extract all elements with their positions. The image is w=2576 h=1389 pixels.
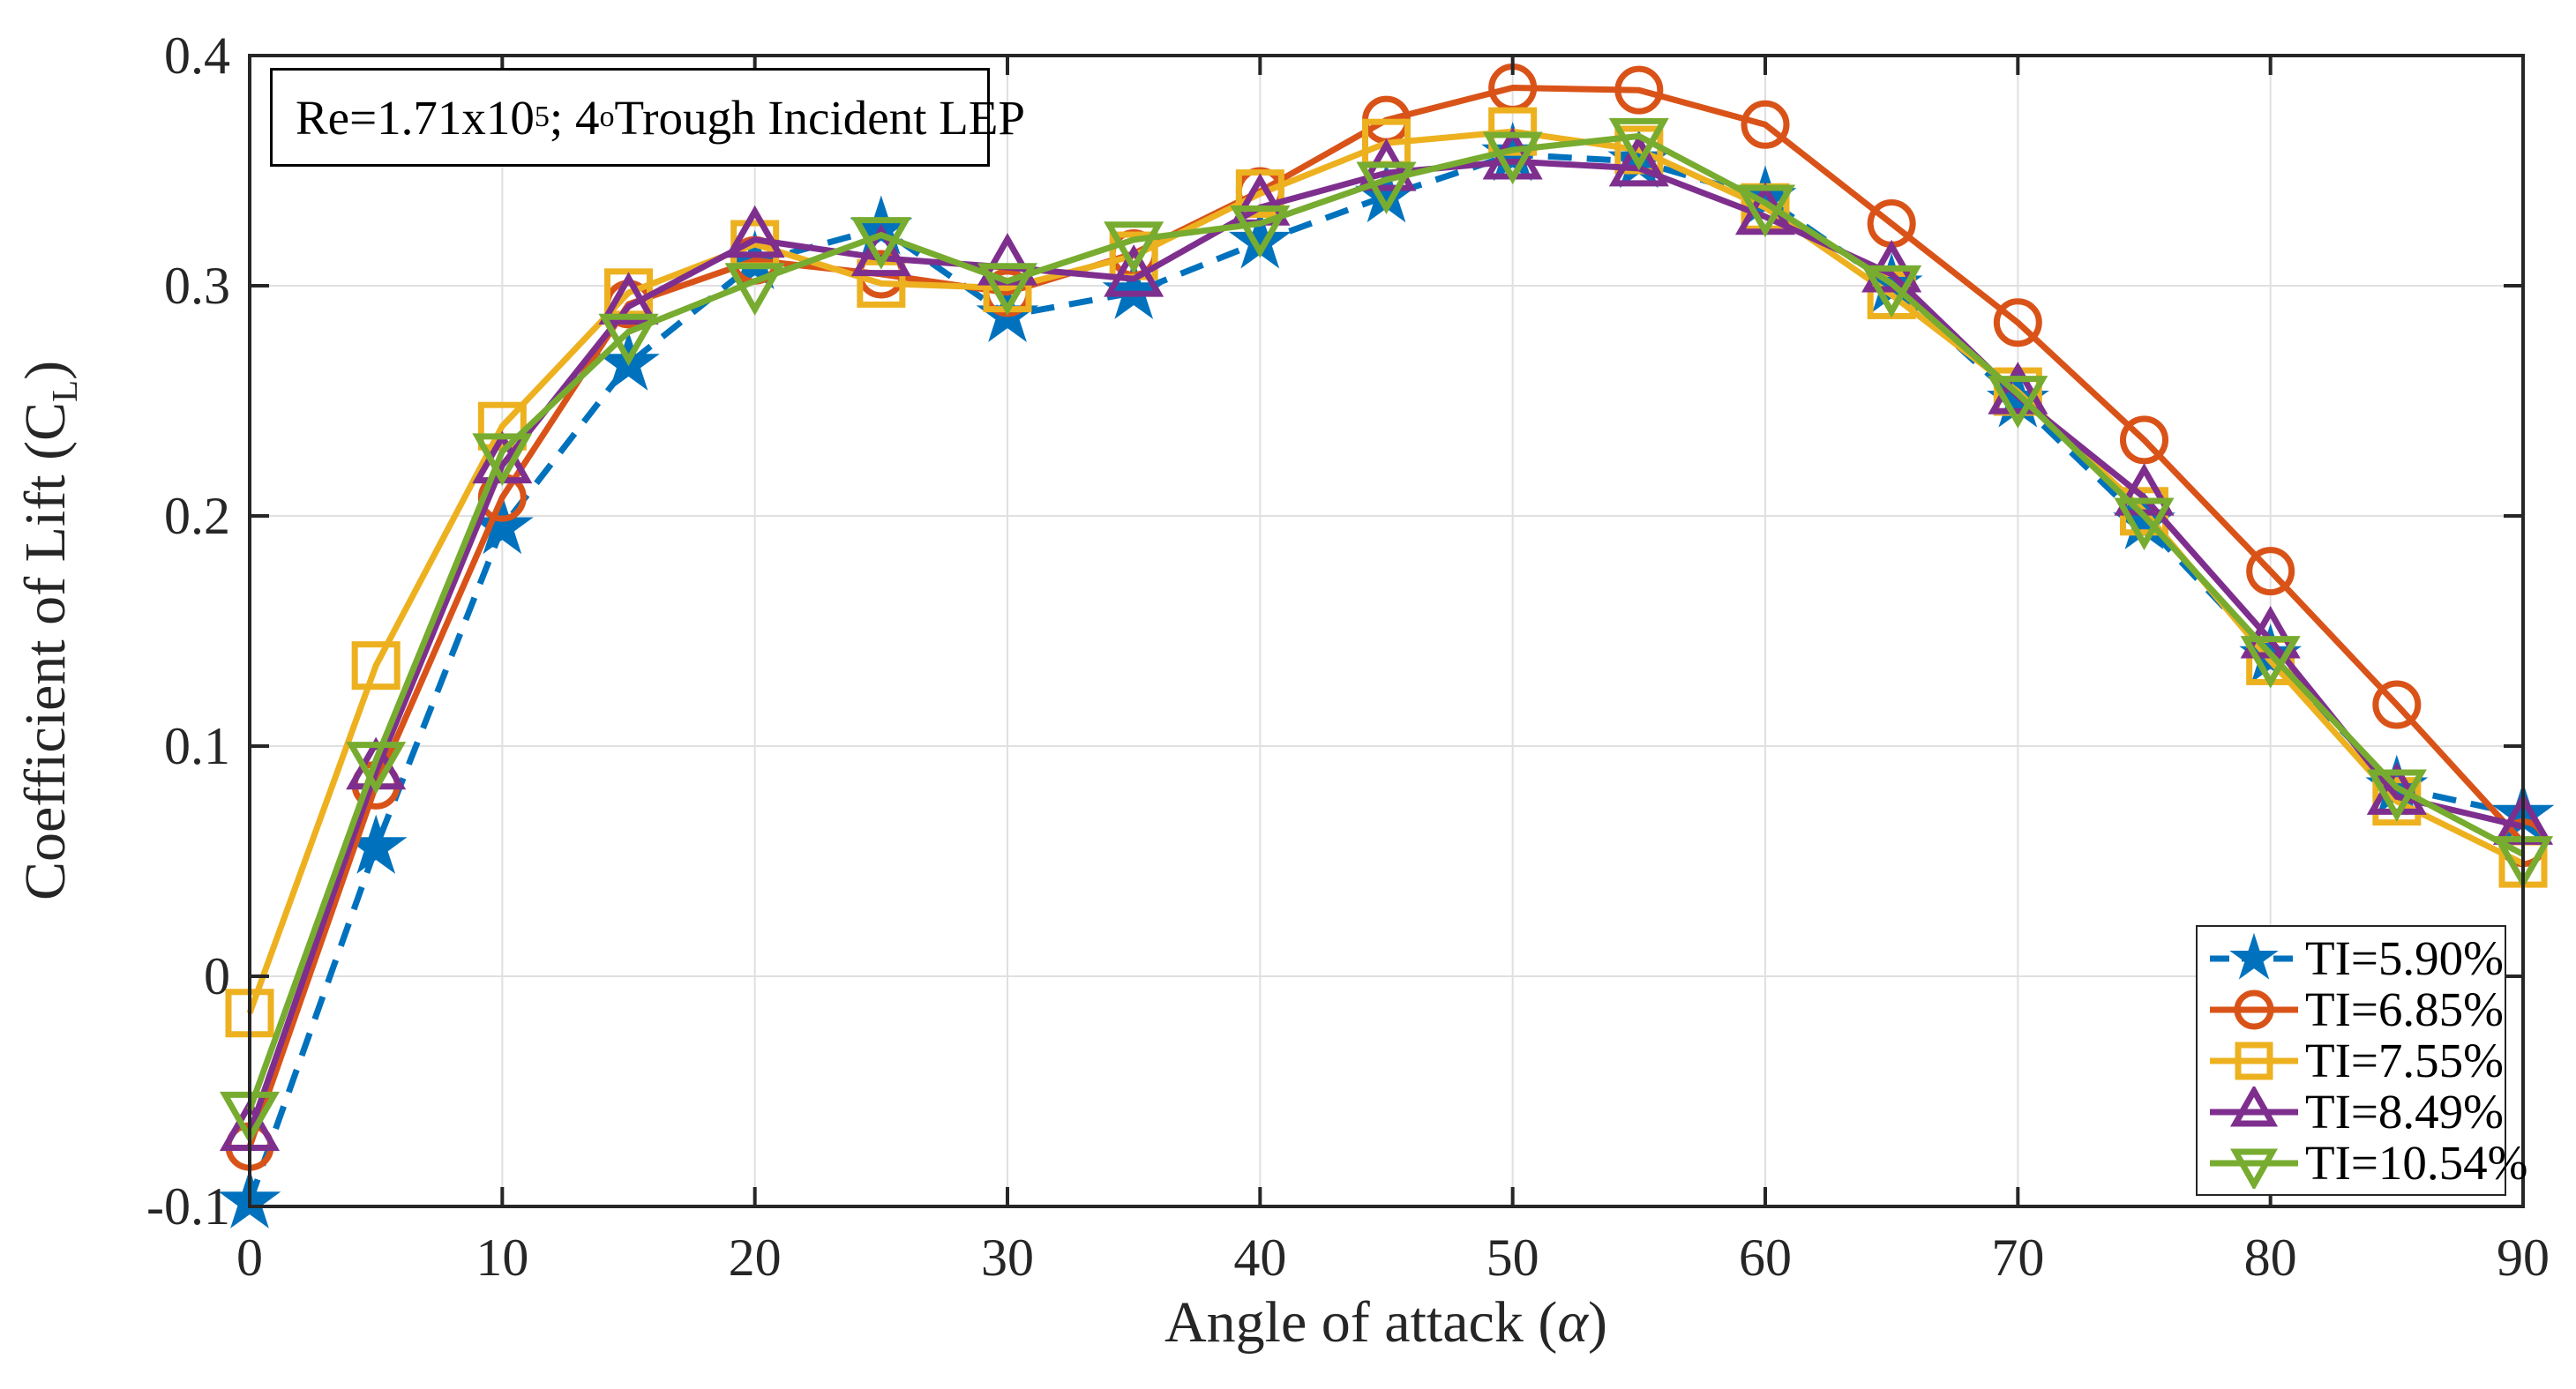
legend-marker-sample — [2210, 1086, 2298, 1126]
y-axis-label-close: ) — [13, 360, 78, 380]
legend-circle-marker — [2234, 989, 2274, 1029]
legend-marker-sample — [2210, 932, 2298, 980]
annotation-text-mid: ; 4 — [549, 90, 600, 145]
triangle-down-marker — [724, 263, 785, 316]
y-axis-label: Coefficient of Lift (CL) — [12, 360, 85, 901]
circle-marker — [2246, 547, 2295, 596]
series-line — [246, 132, 2525, 1111]
legend-marker-sample — [2210, 989, 2298, 1029]
series-line — [246, 151, 2524, 1203]
y-tick-label: -0.1 — [146, 1177, 230, 1236]
legend-triangle-up-marker — [2229, 1086, 2279, 1126]
y-tick-label: 0.3 — [164, 257, 230, 315]
x-tick-label: 60 — [1739, 1228, 1792, 1287]
legend-triangle-down-marker — [2229, 1148, 2279, 1189]
x-tick-label: 10 — [476, 1228, 528, 1287]
triangle-down-marker — [1104, 221, 1164, 274]
x-tick-label: 80 — [2244, 1228, 2297, 1287]
triangle-down-marker — [346, 742, 407, 795]
triangle-down-marker — [472, 433, 533, 486]
legend-label: TI=8.49% — [2305, 1085, 2504, 1139]
annotation-text-post: Trough Incident LEP — [614, 90, 1025, 145]
x-axis-label: Angle of attack (α) — [1033, 1289, 1739, 1356]
circle-marker — [2120, 415, 2168, 465]
series-line — [246, 158, 2524, 1134]
triangle-up-marker — [1608, 133, 1669, 187]
series-line — [246, 128, 2525, 1014]
legend-star-marker — [2229, 932, 2279, 980]
legend-item-TI=7.55%: TI=7.55% — [2208, 1034, 2505, 1087]
triangle-down-marker — [2114, 497, 2175, 551]
triangle-down-marker — [1988, 376, 2048, 429]
triangle-down-marker — [977, 263, 1038, 316]
legend-marker-sample — [2210, 1148, 2298, 1189]
x-axis-label-text: Angle of attack ( — [1164, 1290, 1558, 1355]
triangle-up-marker — [724, 205, 785, 258]
annotation-text-pre: Re=1.71x10 — [296, 90, 535, 145]
square-marker — [1235, 169, 1284, 219]
series-line — [246, 84, 2526, 1148]
alpha-symbol: α — [1557, 1290, 1588, 1355]
triangle-down-marker — [1608, 117, 1669, 171]
legend-item-TI=5.90%: TI=5.90% — [2208, 931, 2505, 985]
x-tick-label: 70 — [1991, 1228, 2044, 1287]
triangle-down-marker — [1482, 131, 1543, 185]
legend-square-marker — [2235, 1042, 2273, 1079]
legend-box: TI=5.90% TI=6.85% TI=7.55% TI=8.49% TI=10.54… — [2196, 925, 2528, 1196]
y-tick-label: 0.1 — [164, 717, 230, 775]
series-TI=8.49% — [219, 127, 2554, 1151]
series-TI=10.54% — [219, 117, 2554, 1145]
triangle-down-marker — [1356, 161, 1417, 214]
triangle-down-marker — [1734, 184, 1796, 238]
y-tick-label: 0 — [204, 947, 230, 1005]
circle-marker — [1741, 100, 1790, 149]
legend-label: TI=10.54% — [2305, 1136, 2528, 1190]
x-tick-label: 50 — [1486, 1228, 1539, 1287]
x-tick-label: 0 — [236, 1228, 263, 1287]
triangle-down-marker — [850, 217, 911, 270]
legend-item-TI=10.54%: TI=10.54% — [2208, 1136, 2528, 1190]
y-tick-label: 0.4 — [164, 26, 230, 85]
circle-marker — [2372, 680, 2422, 729]
triangle-up-marker — [1104, 244, 1164, 297]
triangle-down-marker — [598, 313, 659, 367]
triangle-down-marker — [2366, 769, 2427, 823]
legend-item-TI=8.49%: TI=8.49% — [2208, 1085, 2505, 1139]
triangle-down-marker — [1230, 205, 1291, 258]
circle-marker — [1993, 298, 2042, 347]
y-axis-label-subscript: L — [45, 379, 86, 402]
triangle-down-marker — [1861, 265, 1922, 318]
triangle-down-marker — [2240, 636, 2301, 689]
legend-label: TI=5.90% — [2305, 931, 2504, 985]
x-axis-label-close: ) — [1587, 1290, 1607, 1355]
triangle-up-marker — [1988, 362, 2048, 414]
triangle-up-marker — [598, 272, 659, 325]
legend-item-TI=6.85%: TI=6.85% — [2208, 982, 2505, 1036]
x-tick-label: 40 — [1233, 1228, 1286, 1287]
legend-marker-sample — [2210, 1042, 2298, 1079]
axes-box — [248, 54, 2525, 1208]
y-tick-label: 0.2 — [164, 487, 230, 545]
legend-label: TI=7.55% — [2305, 1034, 2504, 1087]
gridlines — [249, 55, 2524, 1207]
y-axis-label-text: Coefficient of Lift (C — [13, 401, 78, 901]
legend-label: TI=6.85% — [2305, 982, 2504, 1036]
x-tick-label: 20 — [729, 1228, 782, 1287]
x-tick-label: 90 — [2497, 1228, 2550, 1287]
triangle-up-marker — [850, 223, 911, 277]
circle-marker — [1614, 65, 1664, 115]
axis-ticks — [248, 54, 2525, 1208]
x-tick-label: 30 — [981, 1228, 1034, 1287]
square-marker — [351, 641, 401, 691]
